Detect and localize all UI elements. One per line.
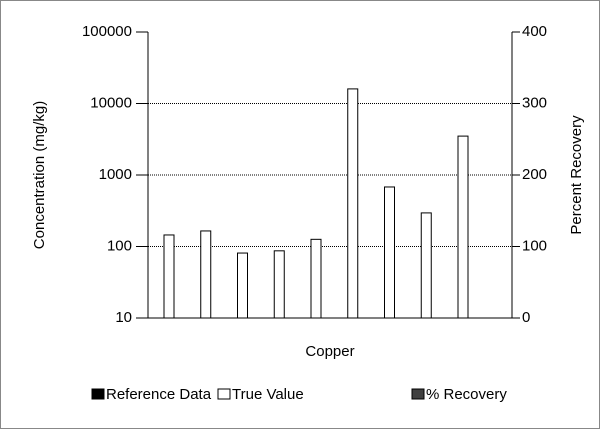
y-tick-label: 1000 bbox=[99, 166, 132, 183]
legend-swatch bbox=[91, 388, 105, 400]
y-tick-label: 100 bbox=[107, 237, 132, 254]
legend-label: Reference Data bbox=[106, 386, 212, 403]
legend-swatch bbox=[217, 388, 231, 400]
bar bbox=[347, 88, 359, 319]
bar bbox=[237, 252, 248, 319]
bar bbox=[310, 238, 322, 319]
legend-label: % Recovery bbox=[426, 386, 507, 403]
legend-swatch bbox=[411, 388, 425, 400]
y-axis-label: Concentration (mg/kg) bbox=[31, 101, 48, 249]
legend-label: True Value bbox=[232, 386, 304, 403]
bar bbox=[200, 230, 212, 319]
y-tick-label: 10000 bbox=[90, 94, 132, 111]
y2-tick-label: 0 bbox=[522, 309, 530, 326]
bar bbox=[384, 186, 395, 319]
x-axis-label: Copper bbox=[305, 343, 354, 360]
y2-tick-label: 300 bbox=[522, 94, 547, 111]
y2-tick-label: 100 bbox=[522, 237, 547, 254]
bar bbox=[163, 234, 175, 319]
bar bbox=[273, 250, 285, 319]
y2-axis-label: Percent Recovery bbox=[568, 115, 585, 235]
y-tick-label: 100000 bbox=[82, 23, 132, 40]
y-tick-label: 10 bbox=[115, 309, 132, 326]
y2-tick-label: 400 bbox=[522, 23, 547, 40]
y2-tick-label: 200 bbox=[522, 166, 547, 183]
bar bbox=[457, 135, 469, 319]
bar bbox=[420, 212, 432, 319]
